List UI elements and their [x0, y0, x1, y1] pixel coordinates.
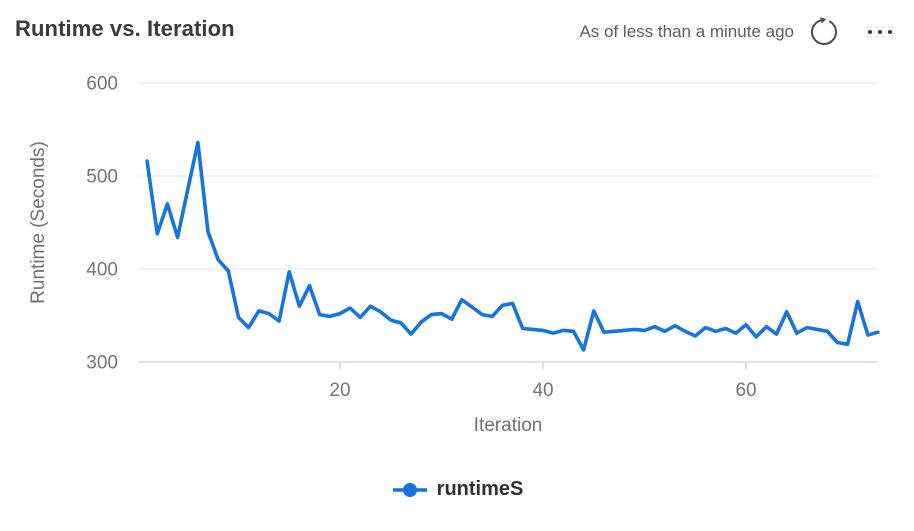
page-title: Runtime vs. Iteration [15, 16, 235, 41]
runtime-vs-iteration-chart: 600 500 400 300 20 40 60 Runtime (Seconds) Itera… [28, 74, 880, 436]
x-tick-label-40: 40 [532, 380, 553, 401]
x-axis-title: Iteration [474, 415, 543, 436]
refresh-icon [811, 17, 837, 45]
refresh-button[interactable] [808, 16, 840, 48]
x-tick-label-60: 60 [735, 380, 756, 401]
series-line-runtimeS[interactable] [145, 140, 880, 352]
y-tick-label-500: 500 [86, 167, 118, 188]
legend: runtimeS [0, 478, 914, 501]
more-options-button[interactable] [864, 16, 896, 48]
y-tick-label-400: 400 [86, 260, 118, 281]
y-axis-title: Runtime (Seconds) [28, 141, 49, 304]
legend-item-runtimeS[interactable]: runtimeS [391, 478, 524, 501]
header-actions: As of less than a minute ago [579, 16, 896, 48]
x-tick-label-20: 20 [329, 380, 350, 401]
last-refreshed-text: As of less than a minute ago [579, 22, 794, 41]
legend-marker-icon [392, 482, 427, 497]
y-tick-label-600: 600 [86, 74, 118, 95]
ellipsis-icon [865, 30, 895, 34]
legend-label: runtimeS [436, 478, 524, 500]
y-tick-label-300: 300 [86, 353, 118, 374]
